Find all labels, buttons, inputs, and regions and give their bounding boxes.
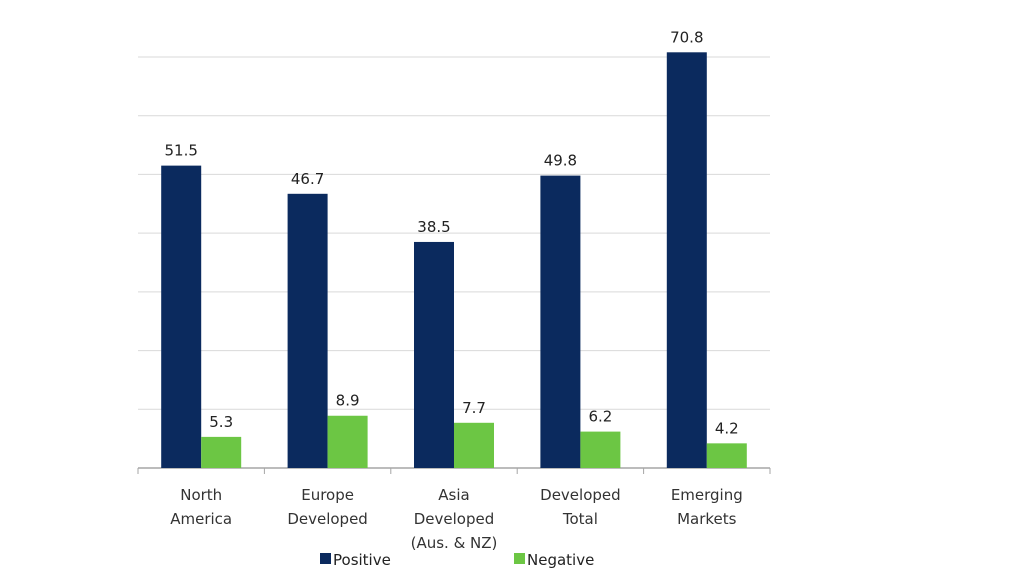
bar-negative	[706, 443, 747, 468]
category-label: Developed	[540, 486, 621, 504]
data-label: 49.8	[544, 152, 577, 170]
legend-label-positive: Positive	[333, 551, 391, 569]
bar-negative	[580, 431, 621, 468]
bar-positive	[287, 193, 328, 468]
category-label: Total	[562, 510, 598, 528]
bar-negative	[454, 422, 494, 468]
legend-swatch-negative	[514, 553, 525, 564]
category-label: (Aus. & NZ)	[411, 534, 498, 552]
category-label: Developed	[414, 510, 495, 528]
category-label: Developed	[287, 510, 368, 528]
data-label: 6.2	[588, 408, 612, 426]
data-label: 5.3	[209, 413, 233, 431]
data-label: 7.7	[462, 399, 486, 417]
data-label: 4.2	[715, 419, 739, 437]
data-label: 8.9	[336, 392, 360, 410]
bar-negative	[201, 436, 242, 468]
category-label: Emerging	[671, 486, 743, 504]
bar-positive	[666, 52, 707, 468]
data-label: 46.7	[291, 170, 324, 188]
legend-swatch-positive	[320, 553, 331, 564]
data-label: 70.8	[670, 28, 703, 46]
category-label: North	[180, 486, 222, 504]
bar-positive	[540, 175, 581, 469]
legend-label-negative: Negative	[527, 551, 594, 569]
bar-negative	[327, 415, 368, 468]
category-label: America	[170, 510, 232, 528]
bar-positive	[414, 241, 454, 468]
category-label: Europe	[301, 486, 354, 504]
data-label: 38.5	[417, 218, 450, 236]
category-label: Markets	[677, 510, 737, 528]
data-label: 51.5	[164, 142, 197, 160]
bar-positive	[161, 165, 202, 468]
category-label: Asia	[438, 486, 469, 504]
